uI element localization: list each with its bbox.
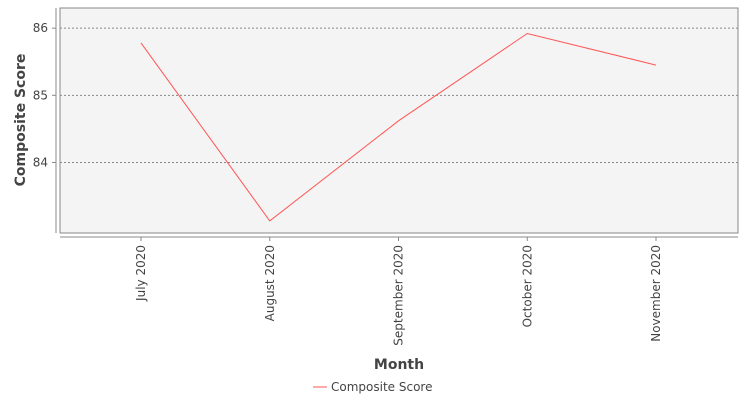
x-tick-label: July 2020 — [134, 245, 148, 302]
y-axis-ticks: 84 85 86 — [33, 21, 56, 169]
x-axis-title: Month — [374, 357, 424, 373]
legend: Composite Score — [313, 380, 432, 394]
x-tick-label: November 2020 — [649, 245, 663, 342]
y-tick-label: 86 — [33, 21, 48, 35]
y-tick-label: 84 — [33, 155, 48, 169]
x-tick-label: September 2020 — [392, 245, 406, 346]
series-layer — [140, 32, 657, 222]
y-tick-label: 85 — [33, 88, 48, 102]
plot-border — [59, 7, 739, 234]
x-tick-label: August 2020 — [263, 245, 277, 321]
x-axis-ticks: July 2020 August 2020 September 2020 Octobe… — [134, 237, 663, 346]
series-line — [140, 32, 657, 222]
y-axis-title: Composite Score — [13, 54, 29, 187]
grid-lines — [60, 27, 738, 163]
legend-label: Composite Score — [331, 380, 432, 394]
x-tick-label: October 2020 — [520, 245, 534, 327]
